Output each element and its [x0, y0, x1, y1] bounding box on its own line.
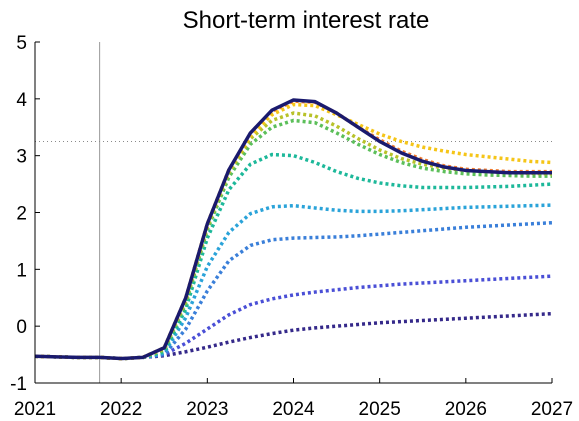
x-tick-label: 2021 — [14, 399, 56, 420]
plot-area — [34, 42, 553, 383]
series-line-1 — [34, 98, 552, 361]
series-line-6 — [34, 152, 553, 361]
y-tick-label: 0 — [16, 317, 27, 338]
series-line-2 — [34, 102, 553, 361]
y-tick-label: 5 — [16, 33, 27, 54]
series-line-10 — [34, 311, 553, 361]
chart-title: Short-term interest rate — [183, 7, 430, 34]
series-line-4 — [34, 111, 553, 361]
y-tick-label: 1 — [16, 260, 27, 281]
x-tick-label: 2024 — [272, 399, 315, 420]
x-tick-label: 2026 — [445, 399, 487, 420]
y-tick-label: 3 — [16, 147, 27, 168]
axes: -1 0 1 2 3 4 5 2021 2022 2023 2024 2025 2026 2027 — [10, 33, 573, 420]
series-line-9 — [34, 274, 553, 361]
y-tick-label: -1 — [10, 374, 27, 395]
x-tick-label: 2025 — [359, 399, 401, 420]
series-line-8 — [34, 220, 553, 361]
y-tick-label: 2 — [16, 204, 27, 225]
x-tick-label: 2022 — [100, 399, 142, 420]
x-tick-label: 2027 — [531, 399, 573, 420]
series-line-7 — [34, 203, 553, 361]
series-line-3 — [34, 99, 552, 361]
x-tick-label: 2023 — [186, 399, 228, 420]
y-tick-label: 4 — [16, 90, 27, 111]
